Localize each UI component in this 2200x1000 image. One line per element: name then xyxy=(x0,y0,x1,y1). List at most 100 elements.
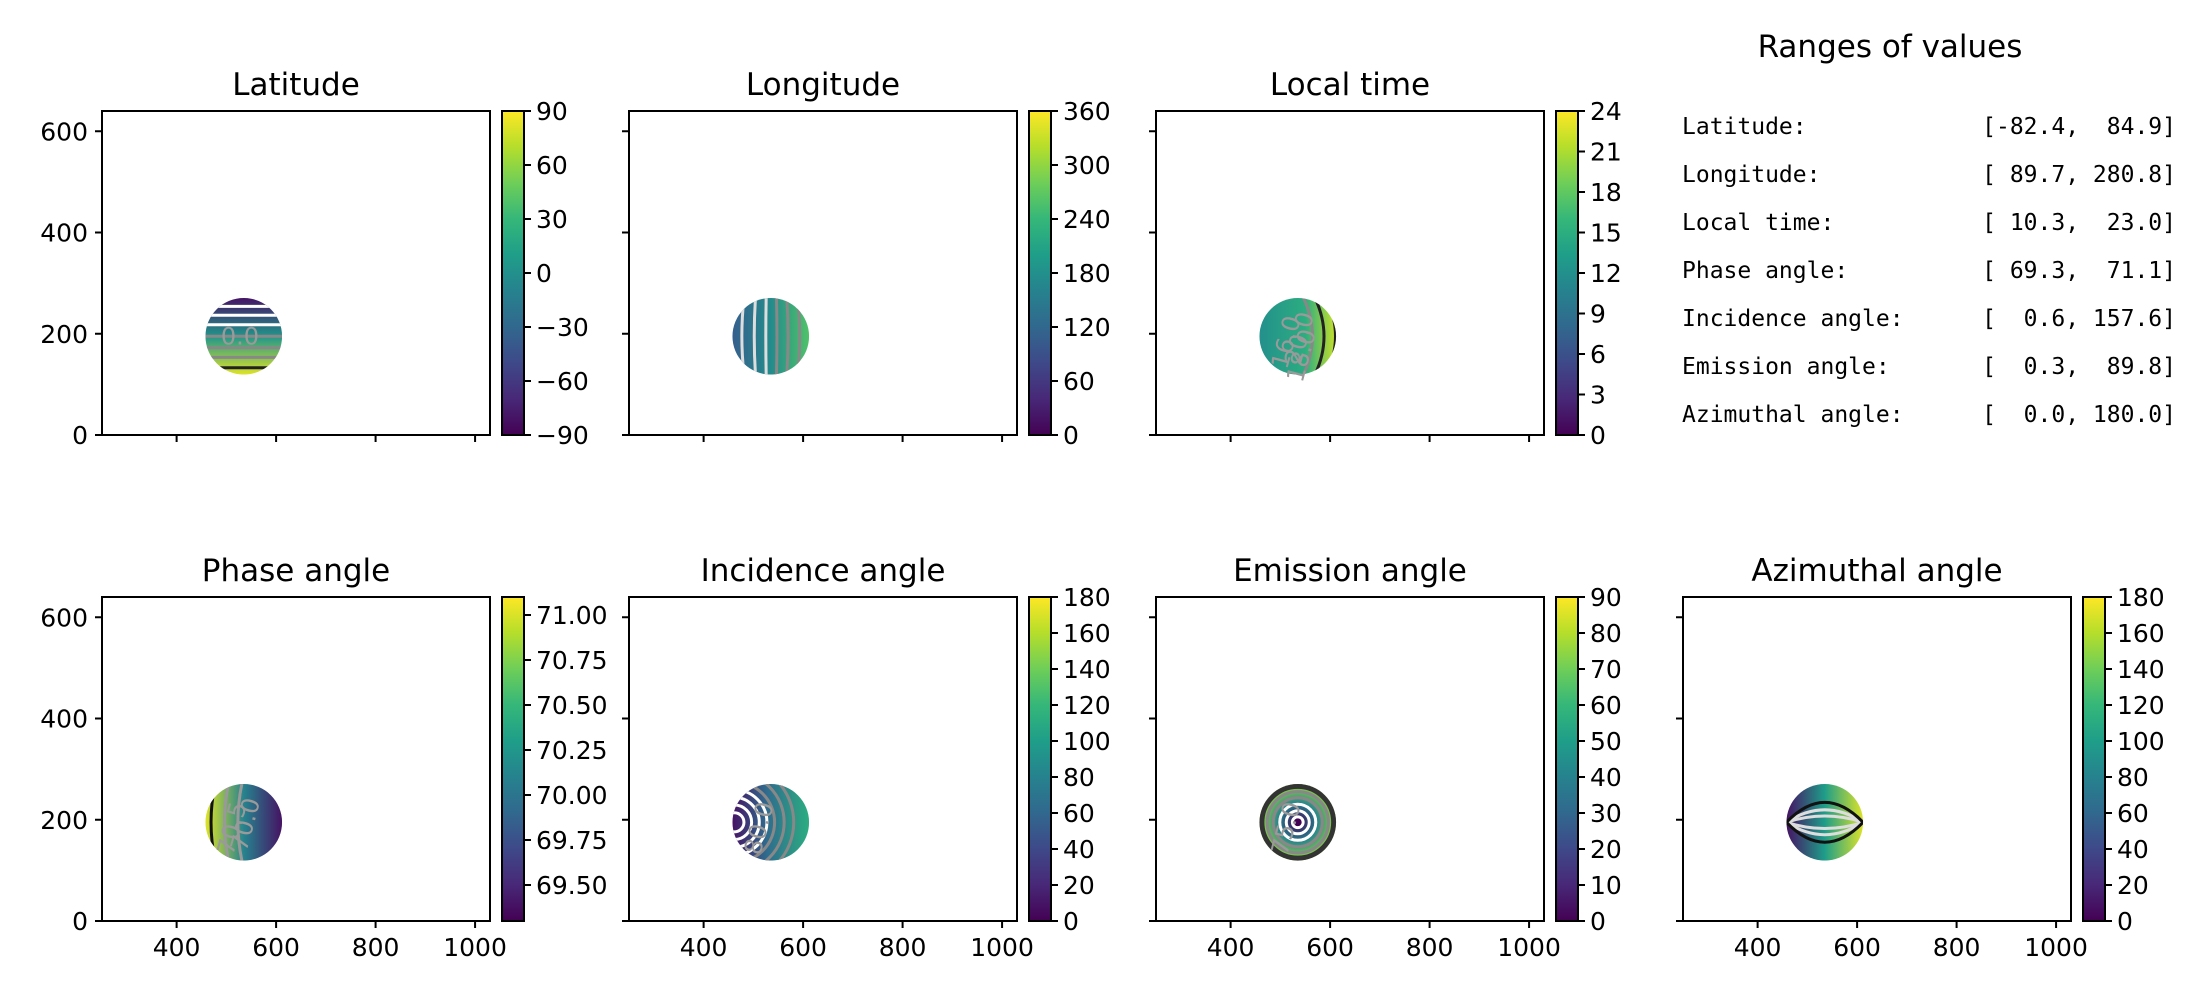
x-tick-label: 800 xyxy=(1933,933,1981,962)
colorbar-tick-label: 60 xyxy=(1590,691,1622,720)
x-tick-label: 1000 xyxy=(1497,933,1561,962)
colorbar-tick-label: 71.00 xyxy=(536,601,608,630)
x-tick-label: 400 xyxy=(1207,933,1255,962)
colorbar-tick-label: 0 xyxy=(1063,421,1079,450)
colorbar-tick-label: 160 xyxy=(2117,619,2165,648)
axes-frame xyxy=(1155,596,1545,922)
range-value: [ 10.3, 23.0] xyxy=(1982,210,2176,236)
colorbar-tick-label: 3 xyxy=(1590,381,1606,410)
panel-title: Local time xyxy=(1270,67,1430,103)
disk-map xyxy=(205,783,283,861)
ranges-title: Ranges of values xyxy=(1758,29,2023,65)
contour-line xyxy=(1271,796,1324,849)
contour-label: 0.0 xyxy=(221,322,259,350)
colorbar xyxy=(1555,110,1579,436)
axes-frame xyxy=(1155,110,1545,436)
y-tick-label: 400 xyxy=(40,219,88,248)
x-tick-label: 800 xyxy=(879,933,927,962)
contour-line xyxy=(1302,297,1315,375)
y-tick-label: 600 xyxy=(40,603,88,632)
colorbar-tick-label: 30 xyxy=(1590,799,1622,828)
colorbar xyxy=(2082,596,2106,922)
disk-map xyxy=(732,783,810,861)
x-tick-label: 400 xyxy=(1734,933,1782,962)
contour-line xyxy=(1786,808,1864,824)
colorbar-tick-label: 20 xyxy=(1590,835,1622,864)
colorbar-tick-label: 69.50 xyxy=(536,871,608,900)
range-value: [ 0.3, 89.8] xyxy=(1982,354,2176,380)
axes-frame xyxy=(628,110,1018,436)
disk-map xyxy=(732,297,810,375)
disk-center xyxy=(1293,818,1302,827)
range-label: Emission angle: xyxy=(1682,354,1890,380)
disk-map xyxy=(1259,783,1337,861)
axes-frame xyxy=(628,596,1018,922)
contour-line xyxy=(236,783,244,861)
disk-map xyxy=(1259,297,1337,375)
colorbar xyxy=(1555,596,1579,922)
contour-line xyxy=(1313,297,1326,375)
contour-line xyxy=(732,811,746,834)
contour-line xyxy=(1265,790,1330,855)
range-value: [ 0.0, 180.0] xyxy=(1982,402,2176,428)
colorbar-tick-label: 70.75 xyxy=(536,646,608,675)
colorbar-tick-label: 0 xyxy=(536,259,552,288)
colorbar-tick-label: 240 xyxy=(1063,205,1111,234)
contour-line xyxy=(1786,800,1864,824)
range-label: Local time: xyxy=(1682,210,1834,236)
contour-line xyxy=(1786,814,1864,824)
x-tick-label: 800 xyxy=(352,933,400,962)
x-tick-label: 1000 xyxy=(970,933,1034,962)
contour-line xyxy=(1786,820,1864,830)
x-tick-label: 400 xyxy=(680,933,728,962)
colorbar-tick-label: 12 xyxy=(1590,259,1622,288)
colorbar xyxy=(1028,596,1052,922)
colorbar-tick-label: 140 xyxy=(1063,655,1111,684)
x-tick-label: 400 xyxy=(153,933,201,962)
colorbar-tick-label: 6 xyxy=(1590,340,1606,369)
panel-1: Longitude 0 60 120 180 240 300 360 xyxy=(622,67,1111,450)
colorbar-tick-label: 70.25 xyxy=(536,736,608,765)
colorbar-tick-label: 120 xyxy=(2117,691,2165,720)
colorbar xyxy=(501,110,525,436)
axes-frame xyxy=(101,596,491,922)
colorbar-tick-label: 0 xyxy=(1590,421,1606,450)
contour-line xyxy=(1290,815,1305,830)
y-tick-label: 0 xyxy=(72,421,88,450)
x-tick-label: 1000 xyxy=(2024,933,2088,962)
colorbar-tick-label: 18 xyxy=(1590,178,1622,207)
colorbar-tick-label: 100 xyxy=(2117,727,2165,756)
y-tick-label: 400 xyxy=(40,705,88,734)
colorbar-tick-label: 20 xyxy=(2117,871,2149,900)
x-tick-label: 1000 xyxy=(443,933,507,962)
colorbar-tick-label: 70 xyxy=(1590,655,1622,684)
y-tick-label: 600 xyxy=(40,117,88,146)
range-value: [ 69.3, 71.1] xyxy=(1982,258,2176,284)
x-tick-label: 600 xyxy=(779,933,827,962)
panel-0: Latitude 0.0 0 200 400 600 −90 −60 −30 0 30 60 90 xyxy=(40,67,588,450)
contour-line xyxy=(1786,821,1864,837)
axes-frame xyxy=(1682,596,2072,922)
disk-map xyxy=(205,297,283,375)
panel-title: Azimuthal angle xyxy=(1751,553,2002,589)
colorbar-tick-label: 120 xyxy=(1063,691,1111,720)
x-tick-label: 600 xyxy=(1833,933,1881,962)
colorbar-tick-label: 90 xyxy=(536,97,568,126)
colorbar-tick-label: 360 xyxy=(1063,97,1111,126)
colorbar-tick-label: 0 xyxy=(2117,907,2133,936)
ranges-panel: Ranges of values Latitude: [-82.4, 84.9] Lo… xyxy=(1682,29,2176,428)
range-label: Azimuthal angle: xyxy=(1682,402,1904,428)
range-label: Phase angle: xyxy=(1682,258,1848,284)
contour-line xyxy=(222,783,230,861)
x-tick-label: 800 xyxy=(1406,933,1454,962)
contour-line xyxy=(1259,783,1337,861)
x-tick-label: 600 xyxy=(1306,933,1354,962)
range-label: Longitude: xyxy=(1682,162,1820,188)
colorbar-tick-label: 120 xyxy=(1063,313,1111,342)
colorbar-tick-label: −60 xyxy=(536,367,589,396)
y-tick-label: 200 xyxy=(40,320,88,349)
field-fill xyxy=(1786,783,1864,861)
